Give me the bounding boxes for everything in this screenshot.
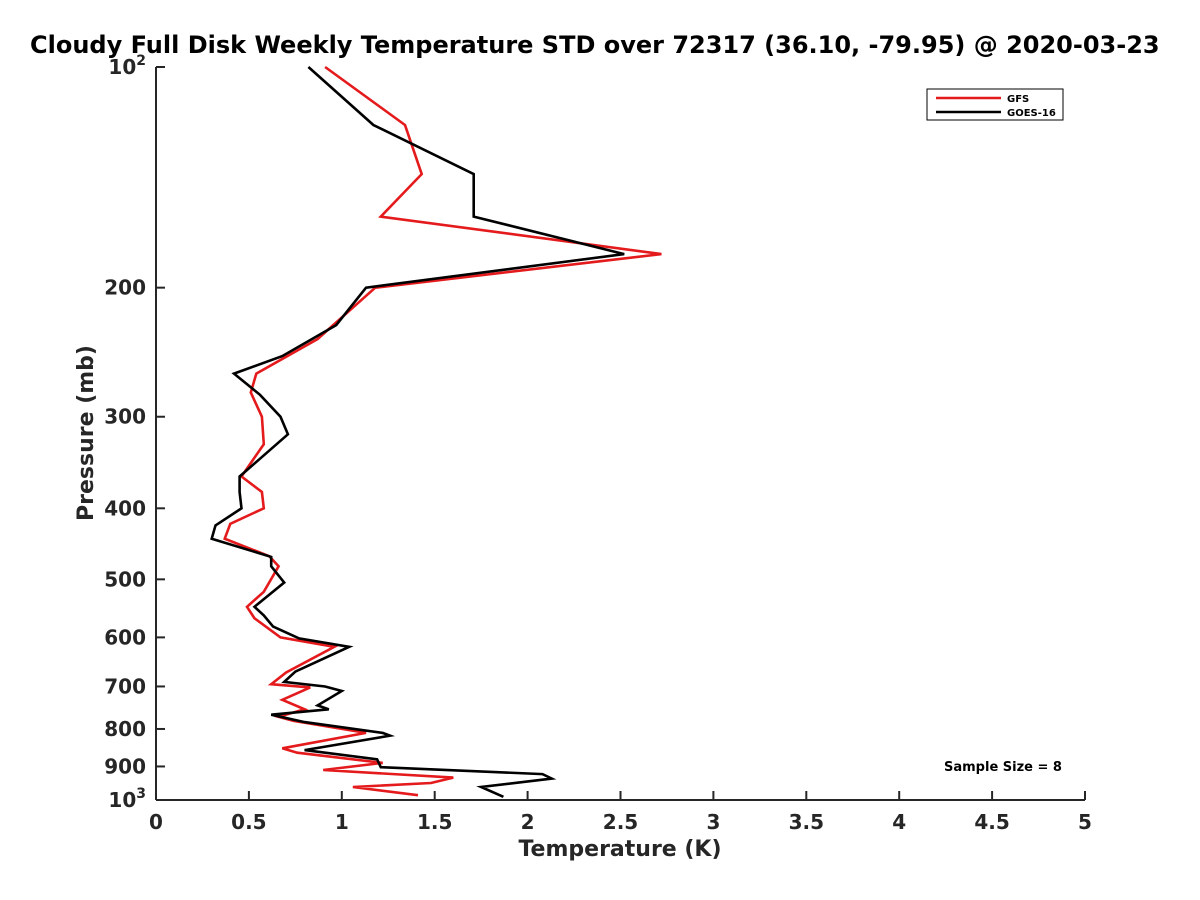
x-tick-label: 2.5	[603, 810, 638, 834]
x-tick-label: 3.5	[789, 810, 824, 834]
x-tick-label: 5	[1078, 810, 1092, 834]
sample-size-annotation: Sample Size = 8	[944, 760, 1062, 775]
x-tick-label: 0.5	[231, 810, 266, 834]
legend: GFS GOES-16	[926, 88, 1064, 121]
y-tick-label: 400	[104, 496, 146, 520]
series-line-gfs	[223, 65, 662, 797]
x-tick-label: 4	[892, 810, 906, 834]
y-tick-label: 600	[104, 625, 146, 649]
x-axis-label: Temperature (K)	[518, 837, 721, 862]
x-tick-label: 2	[521, 810, 535, 834]
y-axis-label: Pressure (mb)	[74, 345, 99, 521]
x-tick-label: 1.5	[417, 810, 452, 834]
y-tick-label: 103	[108, 786, 146, 812]
legend-label: GOES-16	[1007, 108, 1056, 119]
y-tick-label: 500	[104, 567, 146, 591]
x-tick-label: 1	[335, 810, 349, 834]
plot-area: 0 0.5 1 1.5 2 2.5 3 3.5 4 4.5 5 102 200 300 400 500 600 7…	[104, 53, 1092, 834]
y-tick-label: 102	[108, 53, 146, 79]
y-tick-label: 300	[104, 405, 146, 429]
x-tick-label: 3	[706, 810, 720, 834]
y-tick-label: 700	[104, 674, 146, 698]
x-tick-label: 4.5	[974, 810, 1009, 834]
legend-label: GFS	[1007, 94, 1029, 105]
x-tick-label: 0	[149, 810, 163, 834]
chart-title: Cloudy Full Disk Weekly Temperature STD …	[30, 31, 1160, 59]
y-tick-label: 900	[104, 754, 146, 778]
legend-box	[926, 88, 1064, 121]
series-line-goes-16	[210, 66, 625, 798]
y-tick-label: 200	[104, 276, 146, 300]
y-tick-label: 800	[104, 717, 146, 741]
